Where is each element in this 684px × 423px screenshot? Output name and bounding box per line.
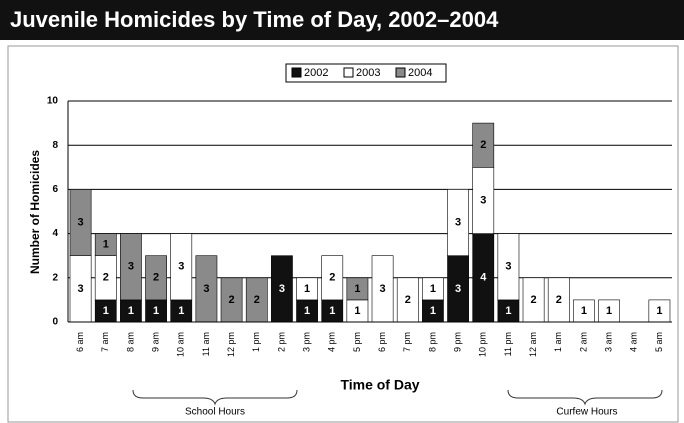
bar-segment — [321, 255, 344, 301]
data-label: 2 — [103, 272, 109, 284]
title-bar — [0, 0, 684, 40]
data-label: 3 — [380, 283, 386, 295]
x-tick-label: 5 am — [654, 332, 664, 352]
y-tick-label: 0 — [52, 317, 58, 328]
data-label: 2 — [254, 294, 260, 306]
x-tick-label: 9 am — [150, 332, 160, 352]
x-tick-label: 6 am — [75, 332, 85, 352]
data-label: 3 — [279, 283, 285, 295]
x-tick-label: 1 am — [553, 332, 563, 352]
x-tick-label: 12 am — [528, 332, 538, 357]
data-label: 2 — [153, 272, 159, 284]
data-label: 1 — [354, 305, 360, 317]
legend-label: 2002 — [304, 67, 328, 79]
bar-segment — [497, 233, 520, 301]
annotation: Curfew Hours — [556, 407, 617, 418]
data-label: 3 — [455, 216, 461, 228]
data-label: 3 — [78, 216, 84, 228]
data-label: 2 — [556, 294, 562, 306]
legend-label: 2003 — [356, 67, 380, 79]
x-tick-label: 9 pm — [452, 332, 462, 352]
brace — [507, 389, 663, 406]
bar-segment — [422, 277, 444, 301]
data-label: 2 — [329, 272, 335, 284]
data-label: 3 — [203, 283, 209, 295]
y-tick-label: 6 — [52, 184, 58, 195]
x-tick-label: 6 pm — [377, 332, 387, 352]
data-label: 1 — [581, 305, 587, 317]
y-tick-label: 2 — [52, 272, 58, 283]
bar-segment — [120, 233, 142, 301]
x-tick-label: 2 pm — [276, 332, 286, 352]
data-label: 2 — [531, 294, 537, 306]
chart-title: Juvenile Homicides by Time of Day, 2002–… — [10, 7, 499, 32]
bar-segment — [145, 255, 167, 301]
x-tick-label: 1 pm — [251, 332, 261, 352]
data-label: 1 — [128, 305, 134, 317]
bar-segment — [69, 189, 92, 256]
data-label: 2 — [229, 294, 235, 306]
data-label: 3 — [78, 283, 84, 295]
bar-segment — [447, 189, 469, 256]
x-tick-label: 11 pm — [503, 332, 513, 356]
legend-label: 2004 — [408, 67, 432, 79]
x-tick-label: 3 am — [603, 332, 613, 352]
x-tick-label: 8 pm — [427, 332, 437, 352]
x-tick-label: 7 pm — [402, 332, 412, 352]
data-label: 1 — [606, 305, 612, 317]
bar-segment — [472, 122, 495, 168]
data-label: 3 — [480, 194, 486, 206]
bar-segment — [170, 233, 193, 301]
data-label: 1 — [103, 239, 109, 251]
x-tick-label: 10 am — [176, 332, 186, 357]
x-tick-label: 7 am — [100, 332, 110, 352]
data-label: 2 — [405, 294, 411, 306]
annotation: School Hours — [185, 407, 245, 418]
data-label: 1 — [430, 283, 436, 295]
bar-segment — [346, 277, 369, 301]
data-label: 3 — [178, 261, 184, 273]
data-label: 3 — [505, 261, 511, 273]
data-label: 1 — [505, 305, 511, 317]
y-tick-label: 8 — [52, 140, 58, 151]
legend-swatch — [343, 67, 354, 78]
data-label: 4 — [480, 272, 487, 284]
x-tick-label: 12 pm — [226, 332, 236, 357]
data-label: 1 — [153, 305, 159, 317]
data-label: 1 — [178, 305, 184, 317]
data-label: 3 — [128, 261, 134, 273]
x-tick-label: 10 pm — [478, 332, 488, 357]
legend-box — [285, 63, 447, 83]
data-label: 1 — [304, 305, 310, 317]
data-label: 1 — [354, 283, 360, 295]
x-tick-label: 5 pm — [352, 332, 362, 352]
x-axis-label: Time of Day — [340, 377, 419, 393]
data-label: 1 — [304, 283, 310, 295]
x-tick-label: 8 am — [125, 332, 135, 352]
data-label: 2 — [480, 139, 486, 151]
brace — [132, 389, 298, 406]
x-tick-label: 11 am — [201, 332, 211, 356]
x-tick-label: 3 pm — [301, 332, 311, 352]
y-tick-label: 4 — [52, 228, 58, 239]
y-tick-label: 10 — [47, 96, 59, 107]
y-axis-label: Number of Homicides — [28, 150, 42, 274]
data-label: 1 — [103, 305, 109, 317]
legend-swatch — [291, 67, 302, 78]
x-tick-label: 2 am — [578, 332, 588, 352]
bar-segment — [94, 233, 117, 257]
x-tick-label: 4 pm — [327, 332, 337, 352]
data-label: 1 — [656, 305, 662, 317]
x-tick-label: 4 am — [629, 332, 639, 352]
data-label: 3 — [455, 283, 461, 295]
data-label: 1 — [329, 305, 335, 317]
bar-segment — [296, 277, 318, 301]
data-label: 1 — [430, 305, 436, 317]
legend-swatch — [395, 67, 406, 78]
